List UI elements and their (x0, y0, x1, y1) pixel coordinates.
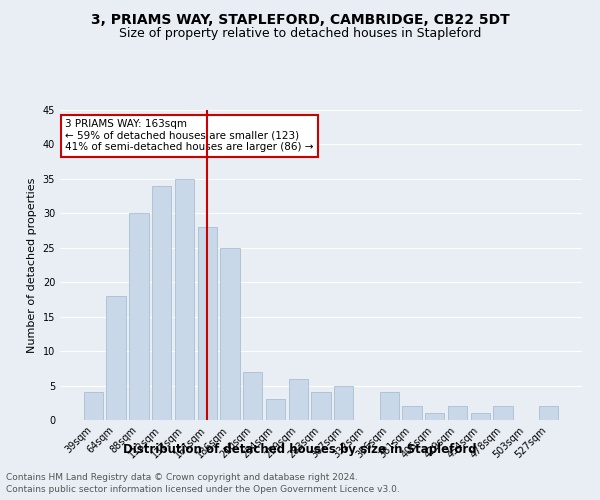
Text: 3, PRIAMS WAY, STAPLEFORD, CAMBRIDGE, CB22 5DT: 3, PRIAMS WAY, STAPLEFORD, CAMBRIDGE, CB… (91, 12, 509, 26)
Bar (380, 392, 399, 420)
Bar (493, 406, 513, 420)
Bar (84, 392, 103, 420)
Bar (425, 413, 445, 420)
Bar (243, 372, 262, 420)
Bar (220, 248, 239, 420)
Bar (311, 392, 331, 420)
Bar (266, 400, 285, 420)
Bar (197, 227, 217, 420)
Bar (470, 413, 490, 420)
Bar (334, 386, 353, 420)
Bar (106, 296, 126, 420)
Bar (539, 406, 558, 420)
Bar (289, 378, 308, 420)
Bar (448, 406, 467, 420)
Text: 3 PRIAMS WAY: 163sqm
← 59% of detached houses are smaller (123)
41% of semi-deta: 3 PRIAMS WAY: 163sqm ← 59% of detached h… (65, 120, 314, 152)
Bar (403, 406, 422, 420)
Y-axis label: Number of detached properties: Number of detached properties (27, 178, 37, 352)
Bar (152, 186, 172, 420)
Text: Size of property relative to detached houses in Stapleford: Size of property relative to detached ho… (119, 28, 481, 40)
Text: Contains HM Land Registry data © Crown copyright and database right 2024.: Contains HM Land Registry data © Crown c… (6, 472, 358, 482)
Text: Distribution of detached houses by size in Stapleford: Distribution of detached houses by size … (123, 442, 477, 456)
Bar (129, 214, 149, 420)
Bar (175, 179, 194, 420)
Text: Contains public sector information licensed under the Open Government Licence v3: Contains public sector information licen… (6, 485, 400, 494)
